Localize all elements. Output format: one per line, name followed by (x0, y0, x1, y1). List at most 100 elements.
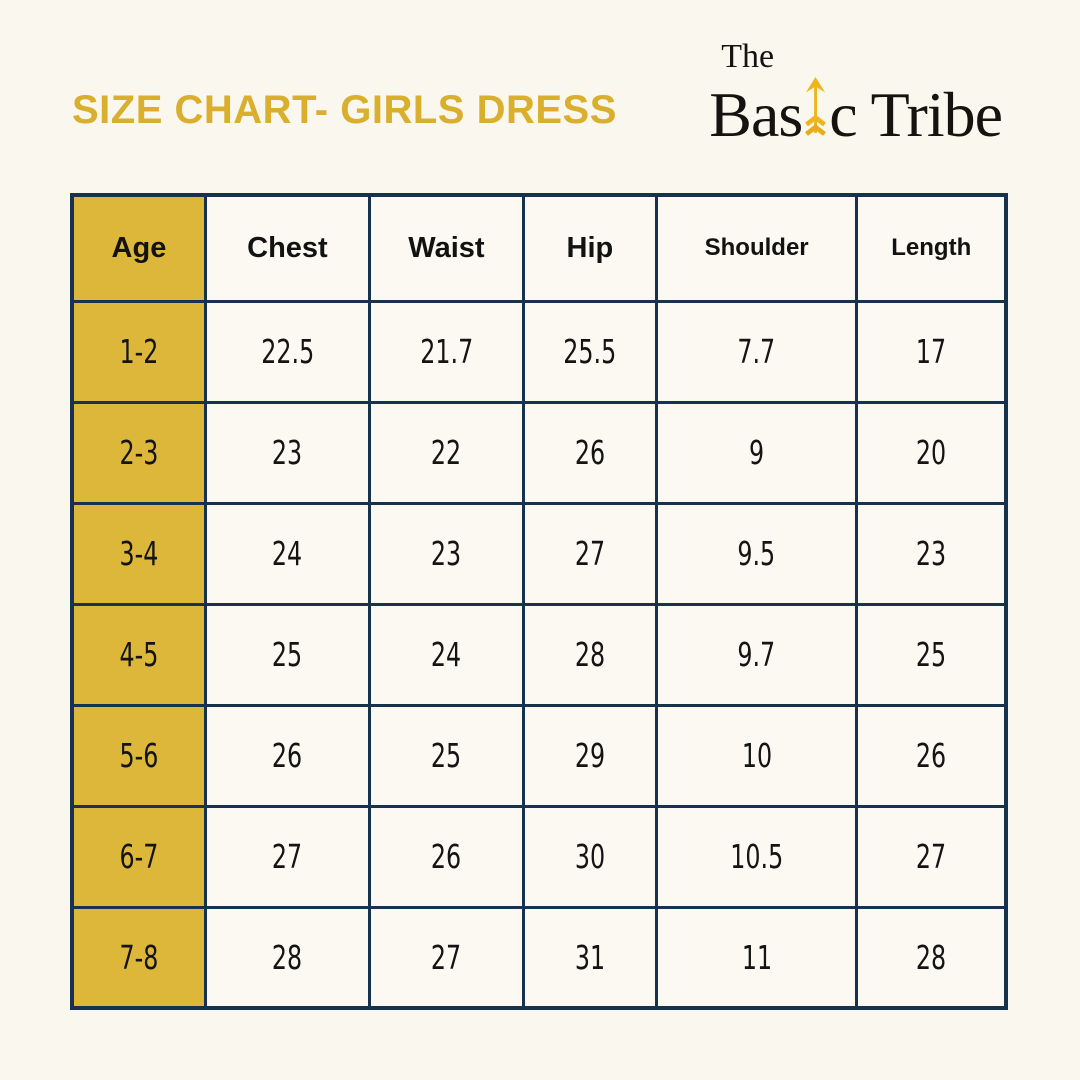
cell-value: 2-3 (119, 433, 159, 472)
value-cell: 28 (203, 905, 371, 1010)
value-cell: 9 (654, 400, 859, 505)
cell-value: 9 (749, 433, 765, 472)
cell-value: 30 (574, 837, 605, 876)
value-cell: 28 (855, 905, 1008, 1010)
value-cell: 26 (521, 400, 658, 505)
table-row: 4-5 25 24 28 9.7 25 (70, 602, 1008, 707)
age-cell: 5-6 (70, 703, 207, 808)
column-header-shoulder: Shoulder (654, 193, 859, 303)
table-row: 1-2 22.5 21.7 25.5 7.7 17 (70, 299, 1008, 404)
cell-value: 27 (574, 534, 605, 573)
column-header-hip: Hip (521, 193, 658, 303)
column-header-age: Age (70, 193, 207, 303)
age-cell: 2-3 (70, 400, 207, 505)
value-cell: 9.7 (654, 602, 859, 707)
cell-value: 28 (272, 937, 303, 977)
value-cell: 11 (654, 905, 859, 1010)
cell-value: 25.5 (563, 332, 617, 371)
value-cell: 27 (521, 501, 658, 606)
value-cell: 26 (203, 703, 371, 808)
age-cell: 4-5 (70, 602, 207, 707)
cell-value: 25 (272, 635, 303, 674)
header-row: Age Chest Waist Hip Shoulder Length (70, 193, 1008, 303)
cell-value: 10.5 (730, 837, 784, 876)
cell-value: 23 (272, 433, 303, 472)
cell-value: 10 (741, 736, 772, 775)
cell-value: 26 (431, 837, 462, 876)
cell-value: 20 (916, 433, 947, 472)
value-cell: 26 (855, 703, 1008, 808)
value-cell: 25 (855, 602, 1008, 707)
value-cell: 25 (367, 703, 525, 808)
value-cell: 24 (203, 501, 371, 606)
cell-value: 6-7 (119, 837, 159, 876)
cell-value: 26 (272, 736, 303, 775)
column-header-length: Length (855, 193, 1008, 303)
table-header: Age Chest Waist Hip Shoulder Length (70, 193, 1008, 303)
logo-word-the: The (721, 38, 775, 75)
column-header-waist: Waist (367, 193, 525, 303)
cell-value: 23 (916, 534, 947, 573)
cell-value: 25 (916, 635, 947, 674)
cell-value: 4-5 (119, 635, 159, 674)
cell-value: 21.7 (419, 332, 473, 371)
cell-value: 28 (574, 635, 605, 674)
cell-value: 9.5 (737, 534, 776, 573)
brand-logo: The Bas c Tribe (709, 38, 1003, 150)
value-cell: 28 (521, 602, 658, 707)
value-cell: 25.5 (521, 299, 658, 404)
logo-word-basic-left: Bas (709, 79, 803, 150)
value-cell: 23 (855, 501, 1008, 606)
value-cell: 21.7 (367, 299, 525, 404)
page-header: SIZE CHART- GIRLS DRESS The Bas c Tribe (0, 0, 1080, 147)
value-cell: 22.5 (203, 299, 371, 404)
value-cell: 23 (367, 501, 525, 606)
value-cell: 10.5 (654, 804, 859, 909)
cell-value: 3-4 (119, 534, 159, 573)
cell-value: 1-2 (119, 332, 159, 371)
age-cell: 6-7 (70, 804, 207, 909)
page-title: SIZE CHART- GIRLS DRESS (72, 88, 617, 132)
table-row: 3-4 24 23 27 9.5 23 (70, 501, 1008, 606)
cell-value: 23 (431, 534, 462, 573)
cell-value: 27 (431, 937, 462, 977)
table-body: 1-2 22.5 21.7 25.5 7.7 17 2-3 23 22 26 9 20 3-4 24 23 2… (70, 299, 1008, 1010)
cell-value: 7-8 (119, 937, 159, 977)
table-row: 6-7 27 26 30 10.5 27 (70, 804, 1008, 909)
table-row: 2-3 23 22 26 9 20 (70, 400, 1008, 505)
cell-value: 31 (574, 937, 605, 977)
cell-value: 24 (431, 635, 462, 674)
age-cell: 1-2 (70, 299, 207, 404)
value-cell: 22 (367, 400, 525, 505)
value-cell: 9.5 (654, 501, 859, 606)
value-cell: 24 (367, 602, 525, 707)
cell-value: 22 (431, 433, 462, 472)
cell-value: 17 (916, 332, 947, 371)
cell-value: 28 (916, 937, 947, 977)
value-cell: 27 (203, 804, 371, 909)
age-cell: 3-4 (70, 501, 207, 606)
value-cell: 10 (654, 703, 859, 808)
value-cell: 7.7 (654, 299, 859, 404)
value-cell: 17 (855, 299, 1008, 404)
value-cell: 31 (521, 905, 658, 1010)
logo-word-tribe: Tribe (870, 79, 1003, 150)
table-row: 7-8 28 27 31 11 28 (70, 905, 1008, 1010)
value-cell: 25 (203, 602, 371, 707)
table-row: 5-6 26 25 29 10 26 (70, 703, 1008, 808)
cell-value: 26 (916, 736, 947, 775)
value-cell: 27 (855, 804, 1008, 909)
value-cell: 23 (203, 400, 371, 505)
value-cell: 27 (367, 905, 525, 1010)
cell-value: 27 (272, 837, 303, 876)
value-cell: 20 (855, 400, 1008, 505)
cell-value: 9.7 (737, 635, 776, 674)
value-cell: 30 (521, 804, 658, 909)
cell-value: 7.7 (737, 332, 776, 371)
cell-value: 5-6 (119, 736, 159, 775)
age-cell: 7-8 (70, 905, 207, 1010)
cell-value: 22.5 (260, 332, 314, 371)
cell-value: 25 (431, 736, 462, 775)
logo-word-basic-right: c (829, 79, 857, 150)
size-chart-table: Age Chest Waist Hip Shoulder Length 1-2 22.5 21… (70, 193, 1008, 1010)
